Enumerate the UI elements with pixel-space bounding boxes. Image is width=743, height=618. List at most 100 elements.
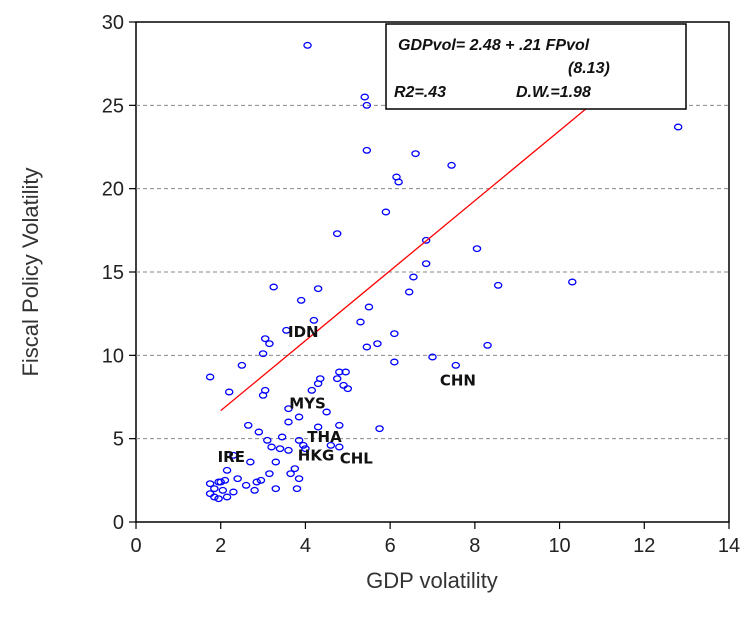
data-point	[243, 421, 253, 429]
data-point	[258, 350, 268, 358]
data-point	[271, 458, 281, 466]
y-tick-label: 0	[113, 512, 124, 534]
data-point	[216, 478, 225, 486]
data-point	[237, 361, 247, 369]
x-tick-label: 4	[300, 535, 311, 557]
country-label: CHL	[340, 450, 374, 468]
data-point	[205, 480, 215, 488]
x-tick-label: 10	[548, 535, 570, 557]
data-point	[447, 161, 456, 169]
data-point	[294, 475, 304, 483]
data-point	[205, 373, 215, 381]
data-point	[394, 178, 403, 186]
data-point	[362, 343, 372, 351]
data-point	[284, 405, 293, 413]
data-point	[326, 441, 336, 449]
data-point	[362, 146, 372, 154]
y-axis-title: Fiscal Policy Volatility	[18, 167, 43, 376]
data-point	[263, 436, 272, 444]
data-point	[241, 481, 251, 489]
equation-box-frame	[385, 23, 687, 110]
data-point	[332, 230, 342, 238]
data-point	[233, 475, 242, 483]
data-point	[290, 465, 300, 473]
data-point	[292, 485, 302, 493]
equation-box: GDPvol= 2.48 + .21 FPvol (8.13) R2=.43 D…	[385, 23, 687, 110]
country-label: IDN	[288, 323, 319, 341]
data-point	[301, 445, 310, 453]
data-point	[282, 326, 291, 334]
gridlines	[136, 104, 729, 440]
country-label: IRE	[218, 448, 245, 466]
x-tick-label: 8	[469, 535, 480, 557]
data-point	[229, 451, 238, 459]
data-point	[275, 445, 285, 453]
data-point	[362, 101, 372, 109]
y-tick-label: 30	[102, 12, 124, 34]
data-point	[335, 421, 344, 429]
data-point	[277, 433, 287, 441]
data-point	[341, 368, 350, 376]
y-tick-label: 10	[102, 345, 124, 367]
data-point	[390, 330, 399, 338]
data-point	[428, 353, 437, 361]
data-point	[483, 341, 492, 349]
data-point	[404, 288, 414, 296]
data-point	[335, 368, 344, 376]
data-point	[568, 278, 577, 286]
data-point	[356, 318, 365, 326]
data-point	[224, 388, 234, 396]
data-point	[254, 428, 264, 436]
data-point	[269, 283, 278, 291]
data-point	[313, 285, 323, 293]
x-tick-label: 14	[718, 535, 740, 557]
y-tick-label: 20	[102, 179, 124, 201]
data-point	[307, 386, 317, 394]
data-point	[343, 385, 353, 393]
data-point	[332, 375, 342, 383]
data-point	[229, 488, 238, 496]
data-point	[313, 423, 323, 431]
data-point	[303, 41, 312, 49]
data-point	[360, 93, 369, 101]
data-points	[205, 41, 683, 503]
data-point	[246, 458, 255, 466]
equation-tstat: (8.13)	[568, 60, 610, 77]
country-label: HKG	[298, 446, 335, 464]
x-tick-label: 6	[385, 535, 396, 557]
data-point	[252, 478, 261, 486]
data-point	[210, 485, 219, 493]
x-axis: 0 2 4 6 8 10 12 14	[130, 522, 740, 557]
data-point	[294, 413, 304, 421]
equation-dw: D.W.=1.98	[516, 84, 591, 101]
data-point	[335, 443, 344, 451]
x-tick-label: 12	[633, 535, 655, 557]
data-point	[214, 495, 223, 503]
equation-r2: R2=.43	[394, 84, 446, 101]
data-point	[265, 340, 274, 348]
data-point	[309, 316, 319, 324]
data-point	[421, 260, 431, 268]
data-point	[210, 493, 219, 501]
data-point	[299, 441, 308, 449]
data-point	[267, 443, 276, 451]
equation-line1: GDPvol= 2.48 + .21 FPvol	[398, 37, 590, 54]
data-point	[286, 470, 295, 478]
x-tick-label: 0	[130, 535, 141, 557]
x-axis-title: GDP volatility	[366, 568, 498, 593]
data-point	[373, 340, 382, 348]
data-point	[390, 358, 399, 366]
data-point	[472, 245, 482, 253]
data-point	[381, 208, 391, 216]
y-tick-label: 5	[113, 429, 124, 451]
data-point	[256, 476, 266, 484]
y-tick-label: 25	[102, 95, 124, 117]
data-point	[250, 486, 259, 494]
data-point	[265, 470, 274, 478]
data-point	[296, 296, 306, 304]
data-point	[421, 236, 431, 244]
data-point	[218, 486, 228, 494]
